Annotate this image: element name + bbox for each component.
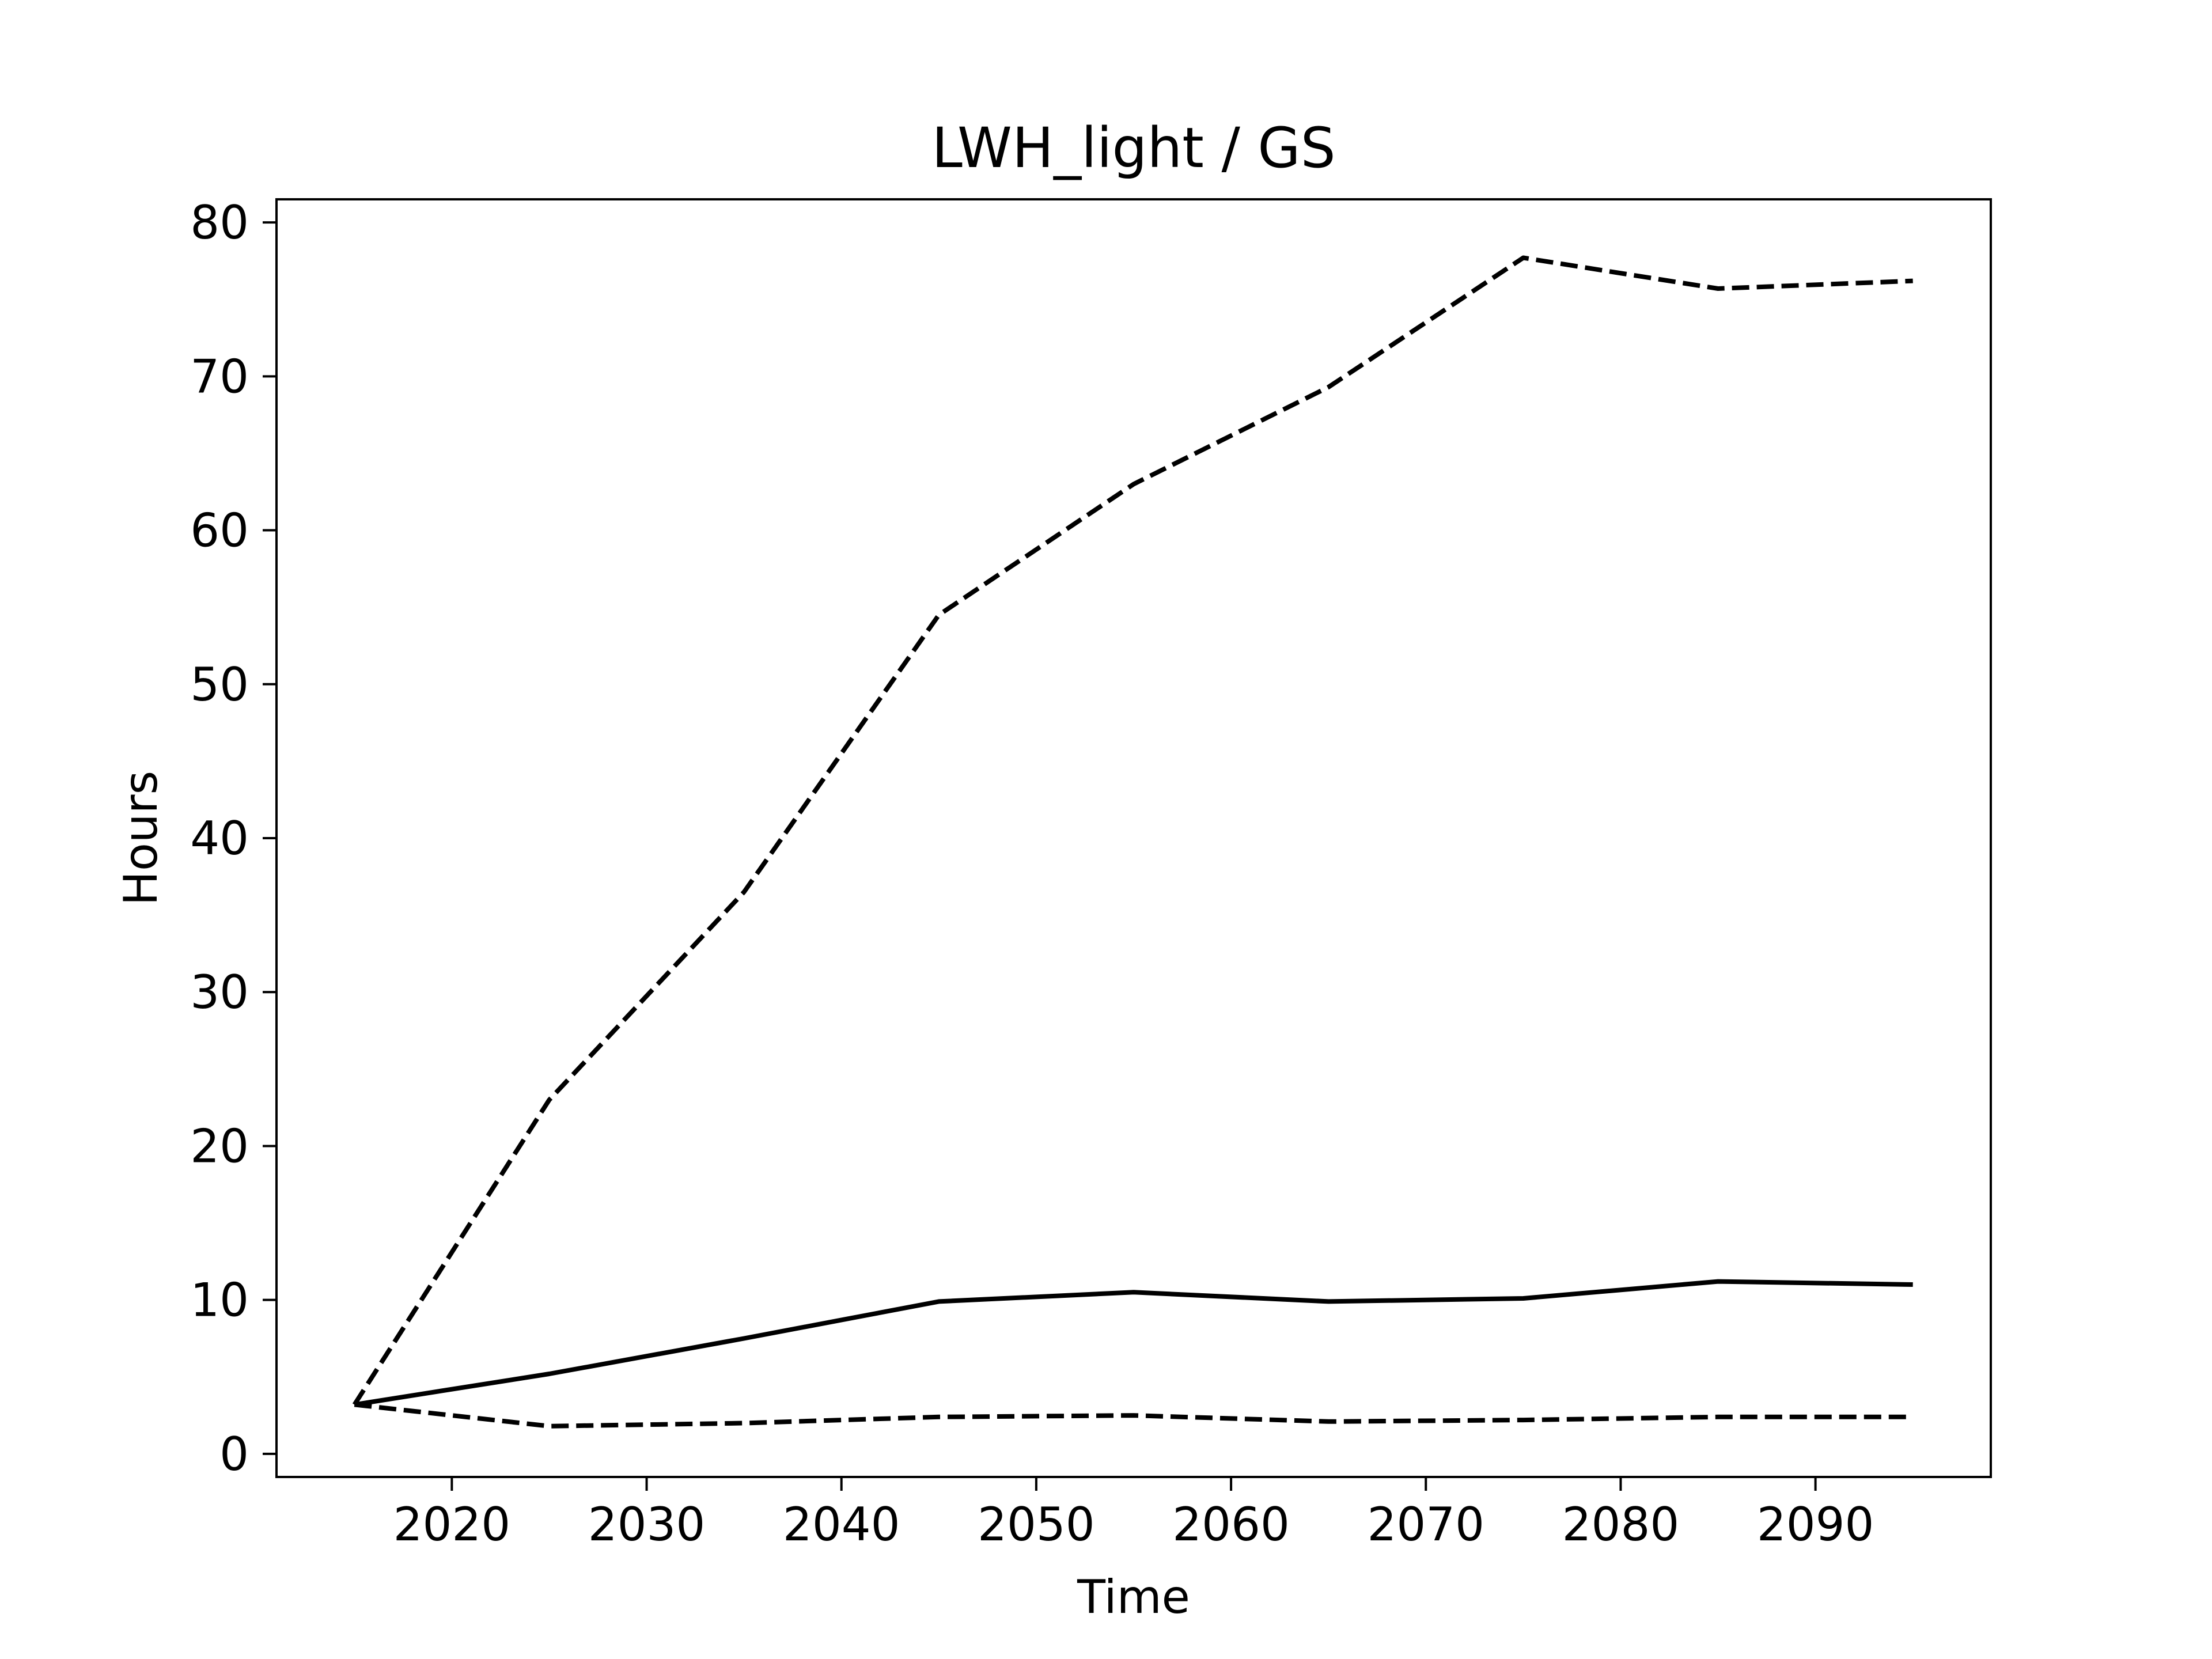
y-tick-label: 50 xyxy=(190,658,249,711)
x-axis: 2020 2030 2040 2050 2060 2070 2080 2090 xyxy=(393,1477,1874,1551)
y-tick-label: 70 xyxy=(190,350,249,403)
y-tick-label: 20 xyxy=(190,1119,249,1173)
y-axis-label: Hours xyxy=(114,771,168,906)
y-tick-label: 0 xyxy=(219,1427,249,1481)
x-tick-label: 2020 xyxy=(393,1498,511,1551)
chart-title: LWH_light / GS xyxy=(931,116,1335,180)
y-axis: 0 10 20 30 40 50 60 70 80 xyxy=(190,196,276,1481)
x-tick-label: 2050 xyxy=(978,1498,1095,1551)
series-line-2-solid xyxy=(354,1279,1913,1407)
x-tick-label: 2090 xyxy=(1757,1498,1874,1551)
series-line-3-dashed xyxy=(354,1402,1913,1429)
y-tick-label: 30 xyxy=(190,965,249,1019)
x-axis-label: Time xyxy=(1077,1570,1190,1624)
x-tick-label: 2060 xyxy=(1172,1498,1290,1551)
series-line-1-dashed xyxy=(352,255,1913,1406)
x-tick-label: 2080 xyxy=(1562,1498,1680,1551)
y-tick-label: 60 xyxy=(190,504,249,558)
y-tick-label: 10 xyxy=(190,1274,249,1327)
y-tick-label: 80 xyxy=(190,196,249,249)
y-tick-label: 40 xyxy=(190,812,249,865)
x-tick-label: 2030 xyxy=(588,1498,706,1551)
x-tick-label: 2040 xyxy=(783,1498,900,1551)
x-tick-label: 2070 xyxy=(1367,1498,1484,1551)
series-layer xyxy=(352,255,1913,1429)
